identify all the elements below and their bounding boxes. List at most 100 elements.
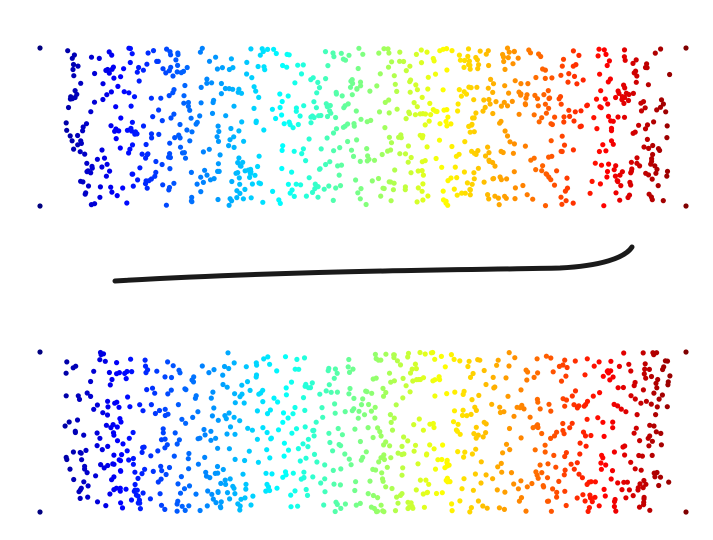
point	[320, 414, 326, 420]
point	[462, 57, 468, 64]
point	[130, 455, 136, 462]
point	[150, 468, 156, 474]
point	[340, 124, 346, 130]
point	[303, 193, 309, 199]
point	[417, 349, 423, 356]
point	[222, 477, 228, 483]
point	[405, 354, 411, 360]
point	[81, 432, 87, 438]
point	[413, 82, 419, 88]
point	[346, 52, 352, 58]
point	[241, 138, 247, 144]
point	[70, 61, 77, 68]
point	[400, 465, 406, 471]
point	[62, 423, 68, 429]
point	[613, 94, 619, 101]
point	[238, 90, 245, 96]
point	[423, 477, 429, 483]
point	[415, 185, 421, 191]
point	[274, 368, 280, 374]
point	[114, 360, 120, 366]
point	[287, 122, 293, 128]
point	[477, 48, 483, 54]
point	[600, 419, 606, 425]
point	[563, 502, 569, 509]
point	[613, 190, 619, 196]
point	[488, 76, 494, 82]
point	[467, 187, 473, 193]
point	[478, 459, 484, 465]
point	[181, 486, 188, 492]
point	[440, 197, 447, 203]
point	[123, 376, 129, 382]
point	[387, 412, 393, 418]
point	[386, 134, 392, 140]
point	[206, 58, 213, 64]
point	[577, 124, 583, 130]
point	[580, 77, 586, 83]
point	[570, 200, 576, 206]
point	[231, 144, 237, 150]
point	[542, 75, 548, 81]
point	[548, 435, 554, 441]
point	[613, 163, 619, 169]
point	[100, 410, 106, 416]
point	[117, 458, 124, 464]
point	[292, 488, 298, 494]
top-point-cloud	[37, 45, 689, 209]
point	[212, 470, 218, 476]
point	[596, 359, 602, 365]
point	[469, 451, 475, 457]
point	[105, 398, 111, 404]
point	[431, 446, 437, 452]
point	[636, 122, 642, 128]
point	[118, 74, 124, 80]
point	[403, 68, 409, 74]
point	[226, 202, 232, 208]
point	[466, 358, 472, 364]
point	[405, 505, 411, 512]
point	[242, 495, 248, 501]
point	[391, 73, 397, 79]
point	[486, 150, 492, 156]
point	[131, 94, 138, 100]
point	[187, 138, 193, 144]
point	[449, 48, 455, 54]
point	[468, 411, 474, 417]
point	[298, 71, 305, 77]
point	[106, 49, 112, 55]
point	[104, 412, 111, 418]
point	[505, 393, 511, 399]
point	[501, 409, 507, 415]
point	[65, 104, 72, 111]
point	[512, 185, 519, 191]
point	[574, 495, 580, 501]
point	[283, 385, 289, 391]
point	[571, 118, 577, 124]
point	[641, 494, 647, 500]
point	[403, 383, 409, 389]
point	[461, 64, 467, 70]
point	[378, 193, 384, 199]
point	[433, 490, 440, 497]
point	[219, 65, 225, 71]
point	[255, 459, 261, 465]
point	[216, 128, 222, 135]
point	[349, 92, 355, 98]
point	[571, 73, 578, 79]
point	[469, 397, 475, 403]
point	[539, 430, 545, 437]
point	[483, 51, 489, 57]
point	[417, 111, 423, 117]
point	[115, 83, 121, 89]
point	[493, 99, 499, 105]
point	[518, 91, 524, 97]
point	[621, 114, 628, 120]
point	[564, 364, 570, 371]
point	[358, 83, 364, 89]
point	[584, 356, 590, 362]
point	[300, 146, 306, 152]
point	[430, 55, 436, 62]
point	[84, 160, 90, 166]
point	[334, 389, 340, 395]
